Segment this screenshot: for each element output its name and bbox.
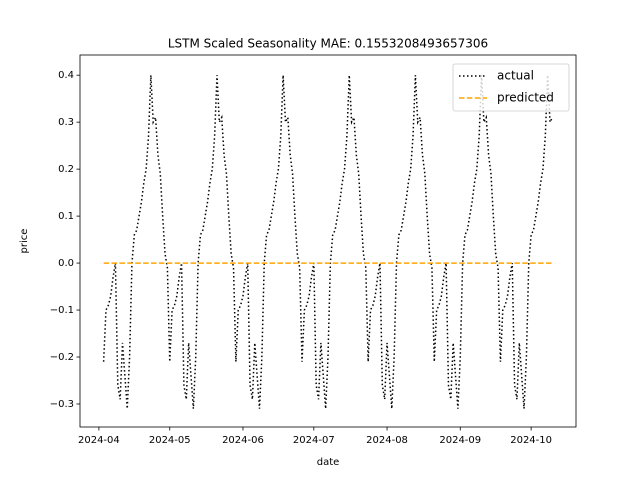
x-tick-label: 2024-04 (78, 435, 120, 446)
y-tick-label: −0.2 (50, 352, 74, 363)
y-tick-label: 0.1 (58, 211, 74, 222)
x-tick-label: 2024-10 (510, 435, 552, 446)
y-axis-label: price (19, 229, 30, 254)
x-tick-label: 2024-09 (439, 435, 481, 446)
legend-label: predicted (497, 91, 554, 105)
x-tick-label: 2024-08 (366, 435, 408, 446)
series-line (102, 75, 554, 409)
x-tick-label: 2024-07 (293, 435, 335, 446)
x-tick-label: 2024-05 (149, 435, 191, 446)
y-tick-label: 0.2 (58, 164, 74, 175)
y-tick-label: −0.1 (50, 305, 74, 316)
y-tick-label: 0.4 (58, 70, 74, 81)
legend-label: actual (497, 69, 534, 83)
legend-box (452, 63, 570, 112)
plot-frame (79, 54, 577, 428)
y-tick-label: −0.3 (50, 399, 74, 410)
y-tick-label: 0.3 (58, 117, 74, 128)
chart-title: LSTM Scaled Seasonality MAE: 0.155320849… (168, 37, 488, 51)
x-axis-label: date (317, 457, 340, 468)
x-tick-label: 2024-06 (222, 435, 264, 446)
y-tick-label: 0.0 (58, 258, 74, 269)
